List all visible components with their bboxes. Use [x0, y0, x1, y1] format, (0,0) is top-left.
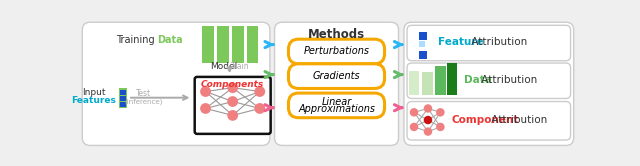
Text: Linear: Linear — [321, 97, 351, 107]
Bar — [419, 42, 425, 47]
Bar — [419, 51, 428, 59]
Circle shape — [424, 116, 432, 124]
Bar — [447, 63, 458, 95]
FancyBboxPatch shape — [289, 93, 385, 118]
Circle shape — [424, 127, 432, 136]
Text: Test: Test — [136, 89, 151, 98]
Text: Attribution: Attribution — [478, 75, 538, 85]
Text: Feature: Feature — [438, 37, 484, 47]
FancyBboxPatch shape — [195, 77, 271, 134]
Text: Model: Model — [210, 62, 237, 71]
Text: (Inference): (Inference) — [124, 98, 163, 105]
Text: Perturbations: Perturbations — [303, 46, 369, 56]
Text: Methods: Methods — [308, 28, 365, 41]
Text: Components: Components — [201, 80, 264, 89]
FancyBboxPatch shape — [407, 102, 571, 140]
Bar — [422, 72, 433, 95]
Circle shape — [436, 108, 445, 117]
Circle shape — [227, 110, 238, 121]
Bar — [246, 26, 259, 63]
Text: Input: Input — [82, 88, 106, 97]
Bar — [119, 88, 127, 108]
Bar — [202, 26, 214, 63]
Circle shape — [410, 108, 419, 117]
Bar — [408, 71, 419, 95]
Text: Attribution: Attribution — [488, 115, 548, 125]
FancyBboxPatch shape — [275, 22, 399, 145]
FancyBboxPatch shape — [407, 25, 571, 61]
Text: Data: Data — [465, 75, 492, 85]
Circle shape — [200, 86, 211, 97]
Bar — [120, 96, 125, 101]
Circle shape — [436, 123, 445, 131]
Text: Training: Training — [116, 35, 157, 45]
Circle shape — [424, 104, 432, 113]
Circle shape — [227, 96, 238, 107]
FancyBboxPatch shape — [404, 22, 573, 145]
Circle shape — [254, 103, 265, 114]
Circle shape — [254, 86, 265, 97]
Text: Gradients: Gradients — [313, 71, 360, 81]
FancyBboxPatch shape — [289, 39, 385, 64]
FancyBboxPatch shape — [289, 64, 385, 88]
Circle shape — [410, 123, 419, 131]
Bar — [419, 32, 428, 40]
Text: Train: Train — [231, 62, 250, 71]
Text: Approximations: Approximations — [298, 104, 375, 114]
FancyBboxPatch shape — [83, 22, 270, 145]
Bar — [232, 26, 244, 63]
Text: Features: Features — [72, 96, 116, 105]
Bar — [435, 66, 446, 95]
Bar — [120, 90, 125, 95]
Circle shape — [227, 82, 238, 93]
Circle shape — [200, 103, 211, 114]
Bar — [217, 26, 229, 63]
Text: Data: Data — [157, 35, 183, 45]
Text: Attribution: Attribution — [467, 37, 527, 47]
FancyBboxPatch shape — [407, 63, 571, 98]
Bar — [120, 102, 125, 107]
Text: Component: Component — [452, 115, 520, 125]
